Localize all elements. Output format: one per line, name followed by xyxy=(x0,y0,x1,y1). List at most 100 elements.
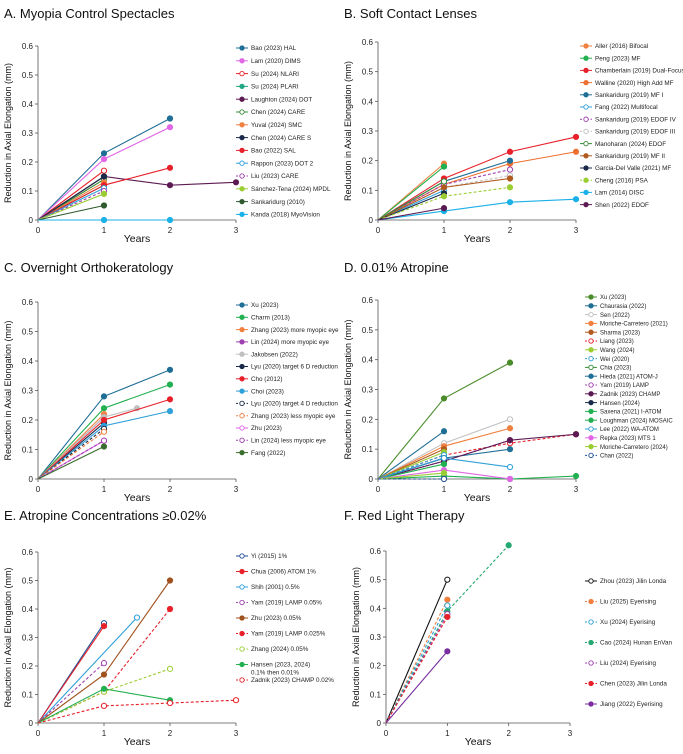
data-point xyxy=(506,437,514,444)
legend-label: Zadnik (2023) CHAMP 0.02% xyxy=(251,677,334,684)
chart-panel-b: B. Soft Contact Lenses 0 0.1 0.2 0.3 0.4 0.5 0.… xyxy=(343,6,683,245)
series-line xyxy=(37,662,105,724)
legend-label: Jakobsen (2022) xyxy=(251,351,298,358)
legend-swatch-marker xyxy=(588,303,594,309)
legend-swatch-marker xyxy=(239,615,245,621)
legend-label: Sánchez-Tena (2024) MPDL xyxy=(251,186,331,193)
legend-item: Sen (2022) xyxy=(585,311,630,319)
y-tick-label: 0 xyxy=(29,719,34,728)
legend-label: Hieda (2021) ATOM-J xyxy=(600,374,658,380)
y-tick-label: 0.5 xyxy=(362,68,374,77)
x-tick-label: 2 xyxy=(168,729,173,738)
data-point xyxy=(572,133,580,141)
data-point xyxy=(166,115,174,122)
series-2 xyxy=(37,614,141,724)
legend-label-line2: 0.1% then 0.01% xyxy=(251,670,299,677)
legend-label: Sankaridurg (2019) EDOF IV xyxy=(595,116,677,123)
legend-item: Lee (2022) WA-ATOM xyxy=(585,426,659,433)
legend-item: Hansen (2023, 2024)0.1% then 0.01% xyxy=(236,662,310,677)
x-tick-label: 0 xyxy=(384,729,389,738)
legend-item: Garcia-Del Valle (2021) MF xyxy=(580,165,671,172)
data-point xyxy=(166,408,174,415)
legend-item: Shen (2022) EDOF xyxy=(580,202,649,209)
legend-swatch-marker xyxy=(588,347,594,353)
y-tick-label: 0.1 xyxy=(362,186,374,195)
legend-label: Choi (2023) xyxy=(251,388,284,395)
legend-swatch-marker xyxy=(583,128,589,135)
legend-label: Garcia-Del Valle (2021) MF xyxy=(595,165,671,172)
legend-label: Yuval (2024) SMC xyxy=(251,122,303,129)
series-0 xyxy=(385,576,451,724)
legend-swatch-marker xyxy=(239,326,245,333)
legend-item: Repka (2023) MTS 1 xyxy=(585,435,656,442)
series-12 xyxy=(37,202,108,221)
legend-label: Lin (2024) less myopic eye xyxy=(251,438,326,445)
legend-label: Lyu (2020) target 6 D reduction xyxy=(251,364,338,371)
data-point xyxy=(440,184,448,191)
data-point xyxy=(100,167,108,174)
legend-label: Bao (2023) HAL xyxy=(251,45,297,52)
data-point xyxy=(506,446,514,453)
legend-item: Chan (2022) xyxy=(585,452,633,460)
legend-swatch-marker xyxy=(583,67,589,74)
series-8 xyxy=(377,178,448,221)
data-point xyxy=(166,182,174,189)
legend: Xu (2023) Chaurasia (2022) Sen (2022) Moric… xyxy=(585,294,673,460)
data-point xyxy=(100,173,108,180)
data-point xyxy=(440,163,448,170)
legend-label: Chen (2023) Jilin Londa xyxy=(600,681,667,688)
series-line xyxy=(37,204,105,221)
y-tick-label: 0.6 xyxy=(370,547,382,556)
legend-label: Walline (2020) High Add MF xyxy=(595,80,674,87)
series-line xyxy=(377,475,577,480)
legend-item: Lam (2014) DISC xyxy=(580,190,644,197)
legend-item: Yam (2019) LAMP 0.05% xyxy=(236,600,322,607)
series-line xyxy=(377,180,445,221)
y-tick-label: 0.5 xyxy=(370,576,382,585)
x-tick-label: 2 xyxy=(168,226,173,235)
legend-swatch-marker xyxy=(588,598,594,605)
legend-item: Lam (2020) DIMS xyxy=(236,58,301,65)
legend-label: Bao (2022) SAL xyxy=(251,148,296,155)
legend-swatch-marker xyxy=(583,165,589,171)
legend-label: Zhang (2024) 0.05% xyxy=(251,646,309,653)
chart-panel-a: A. Myopia Control Spectacles 0 0.1 0.2 0.3 0.… xyxy=(3,6,331,245)
legend-swatch-marker xyxy=(588,373,594,379)
legend-swatch-marker xyxy=(588,329,594,335)
chart-title: F. Red Light Therapy xyxy=(344,508,465,523)
legend-swatch-marker xyxy=(239,400,245,407)
data-point xyxy=(100,190,108,197)
series-10 xyxy=(37,187,108,221)
legend-label: Liu (2023) CARE xyxy=(251,173,299,180)
legend-label: Chen (2024) CARE xyxy=(251,109,305,116)
legend-item: Xu (2023) xyxy=(236,302,279,309)
series-line xyxy=(37,428,105,480)
legend-swatch-marker xyxy=(239,186,245,192)
x-tick-label: 0 xyxy=(36,485,41,494)
y-axis-label: Reduction in Axial Elongation (mm) xyxy=(3,63,13,203)
legend-swatch-marker xyxy=(588,364,594,371)
series-3 xyxy=(37,660,108,724)
data-point xyxy=(444,613,451,621)
legend-label: Liu (2024) Eyerising xyxy=(600,660,656,667)
legend-swatch-marker xyxy=(239,413,245,419)
y-axis-label: Reduction in Axial Elongation (mm) xyxy=(343,61,353,201)
series-17 xyxy=(377,469,448,480)
legend-swatch-marker xyxy=(239,363,245,370)
y-tick-label: 0.1 xyxy=(22,187,34,196)
legend-swatch-marker xyxy=(588,320,594,327)
legend-item: Sankaridurg (2019) EDOF IV xyxy=(580,116,677,123)
legend-label: Su (2024) NLARI xyxy=(251,71,299,78)
x-tick-label: 0 xyxy=(36,226,41,235)
legend-item: Xu (2024) Eyerising xyxy=(585,619,656,626)
legend-item: Sankaridurg (2019) MF II xyxy=(580,153,665,160)
chart-title: B. Soft Contact Lenses xyxy=(344,6,477,21)
series-1 xyxy=(37,381,174,480)
series-6 xyxy=(37,396,174,480)
x-tick-label: 3 xyxy=(568,729,573,738)
data-point xyxy=(232,179,240,186)
legend-item: Zhu (2023) 0.05% xyxy=(236,615,302,622)
series-line xyxy=(377,166,445,221)
legend-item: Kanda (2018) MyoVision xyxy=(236,212,320,219)
legend-swatch-marker xyxy=(239,314,245,320)
